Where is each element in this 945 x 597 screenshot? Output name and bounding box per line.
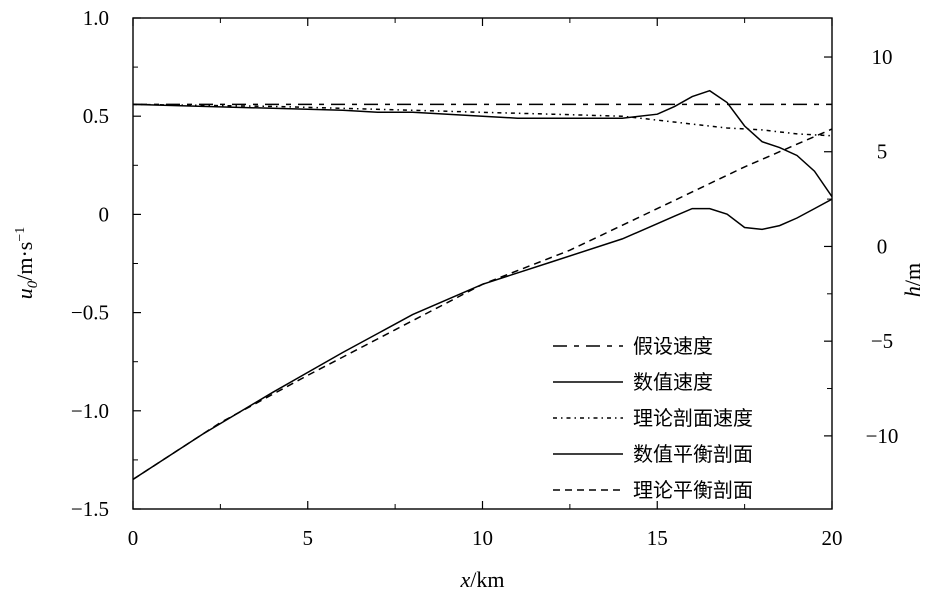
series-line-2 [133,89,832,198]
x-tick-label: 10 [472,526,493,550]
y-left-tick-label: −0.5 [71,301,109,325]
y-left-tick-label: −1.0 [71,399,109,423]
series-line-3 [133,103,832,137]
series-line-4 [133,198,832,481]
x-axis-title: x/km [460,567,505,592]
y-right-tick-label: 0 [877,234,888,258]
y-right-tick-label: 5 [877,140,888,164]
y-left-axis-title: u0/m·s−1 [12,227,41,300]
legend-label-3: 理论剖面速度 [633,406,753,430]
y-right-tick-label: −10 [866,424,899,448]
y-left-tick-label: 1.0 [83,6,109,30]
y-right-tick-label: 10 [872,45,893,69]
series-line-5 [133,128,832,481]
y-left-tick-label: −1.5 [71,497,109,521]
x-tick-label: 20 [822,526,843,550]
legend-label-4: 数值平衡剖面 [633,442,753,466]
x-tick-label: 0 [128,526,139,550]
y-right-axis-title: h/m [900,263,925,297]
y-left-tick-label: 0.5 [83,104,109,128]
legend-label-1: 假设速度 [633,334,713,358]
plot-frame [132,17,833,510]
y-left-tick-label: 0 [99,202,110,226]
y-right-tick-label: −5 [871,329,893,353]
x-tick-label: 5 [303,526,314,550]
x-tick-label: 15 [647,526,668,550]
legend-label-2: 数值速度 [633,370,713,394]
legend-label-5: 理论平衡剖面 [633,478,753,502]
